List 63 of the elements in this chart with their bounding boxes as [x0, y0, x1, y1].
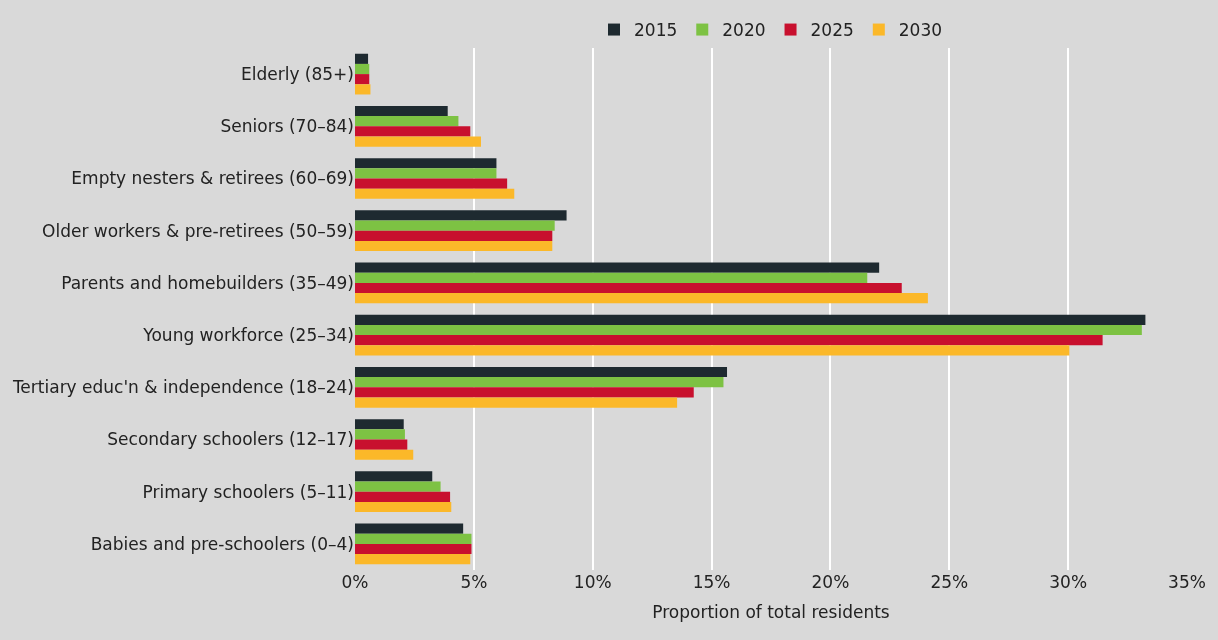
x-tick-label: 35% [1168, 572, 1206, 592]
x-tick-label: 30% [1049, 572, 1088, 592]
bar [355, 481, 441, 492]
bar [355, 188, 515, 199]
bar [355, 53, 369, 64]
bar [355, 293, 928, 304]
bar [355, 105, 448, 117]
bar [355, 449, 414, 460]
x-tick-label: 5% [460, 572, 488, 592]
bar [355, 429, 405, 440]
bar [355, 419, 404, 430]
bar [355, 491, 451, 502]
bar [355, 136, 481, 147]
y-tick-label: Elderly (85+) [240, 64, 354, 85]
y-tick-label: Young workforce (25–34) [142, 325, 354, 346]
y-tick-label: Babies and pre-schoolers (0–4) [90, 533, 354, 554]
y-tick-label: Empty nesters & retirees (60–69) [71, 168, 354, 189]
x-tick-label: 0% [341, 572, 369, 592]
bar [355, 335, 1103, 346]
bar [355, 324, 1142, 336]
bar [355, 543, 472, 555]
bar [355, 168, 497, 179]
y-tick-label: Parents and homebuilders (35–49) [61, 272, 354, 293]
bar [355, 377, 724, 388]
bar [355, 240, 553, 252]
x-tick-label: 20% [811, 572, 850, 592]
legend-label: 2020 [722, 20, 766, 41]
x-tick-label: 25% [930, 572, 969, 592]
legend-label: 2025 [810, 20, 854, 41]
bar [355, 282, 902, 294]
bar [355, 230, 553, 241]
y-tick-label: Seniors (70–84) [220, 116, 354, 137]
bar [355, 63, 370, 75]
x-tick-label: 15% [692, 572, 731, 592]
bar [355, 262, 880, 273]
bar [355, 501, 452, 513]
bar [355, 439, 408, 450]
bar [355, 471, 433, 482]
y-tick-label: Older workers & pre-retirees (50–59) [42, 220, 354, 241]
legend-label: 2030 [898, 20, 943, 41]
bar [355, 84, 371, 95]
bar [355, 178, 508, 189]
bar [355, 397, 678, 408]
bar [355, 272, 868, 283]
bar [355, 345, 1070, 356]
bar [355, 554, 471, 565]
bar [355, 74, 370, 85]
bar [355, 210, 567, 221]
y-tick-label: Tertiary educ'n & independence (18–24) [11, 377, 354, 398]
x-tick-label: 10% [573, 572, 612, 592]
bar [355, 366, 728, 378]
bar [355, 523, 464, 534]
legend-label: 2015 [634, 20, 678, 41]
y-tick-label: Primary schoolers (5–11) [142, 481, 354, 502]
bar [355, 126, 471, 137]
bar [355, 387, 694, 398]
bar [355, 158, 497, 169]
bar [355, 116, 459, 127]
y-tick-label: Secondary schoolers (12–17) [107, 429, 354, 450]
bar [355, 533, 472, 544]
x-axis-title: Proportion of total residents [652, 602, 890, 623]
bar [355, 314, 1146, 325]
bar [355, 220, 555, 231]
